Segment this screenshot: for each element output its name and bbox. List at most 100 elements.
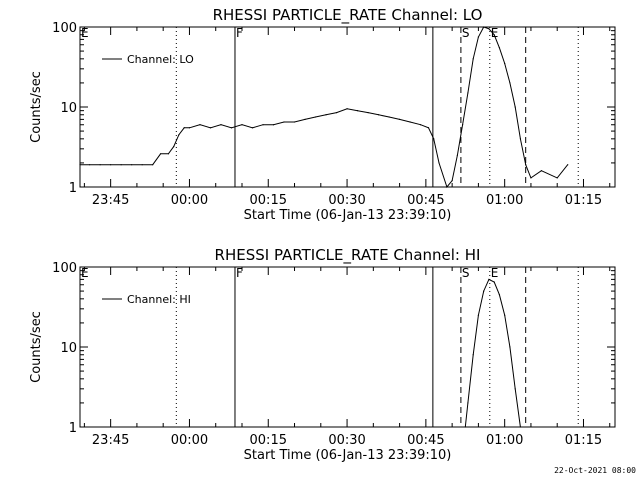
data-point <box>141 164 143 166</box>
x-axis-label: Start Time (06-Jan-13 23:39:10) <box>244 448 452 463</box>
series-line-0-0 <box>80 26 569 189</box>
y-tick-label: 100 <box>52 21 77 36</box>
data-point <box>420 124 422 126</box>
x-tick-label: 00:15 <box>250 433 287 448</box>
data-point <box>325 114 327 116</box>
data-point <box>464 426 466 428</box>
data-point <box>467 92 469 94</box>
data-point <box>477 314 480 316</box>
data-point <box>262 124 264 126</box>
x-tick-label: 01:15 <box>565 433 602 448</box>
x-tick-label: 00:30 <box>328 433 365 448</box>
data-point <box>493 281 495 283</box>
data-point <box>504 314 506 316</box>
data-point <box>120 164 122 166</box>
data-point <box>178 134 180 136</box>
data-point <box>477 36 480 38</box>
marker-label: E <box>491 266 499 280</box>
data-point <box>377 114 380 116</box>
data-point <box>367 112 369 114</box>
chart-title: RHESSI PARTICLE_RATE Channel: LO <box>213 6 483 25</box>
data-point <box>462 124 464 126</box>
data-point <box>567 164 569 166</box>
data-point <box>199 124 201 126</box>
marker-label: E <box>81 266 89 280</box>
data-point <box>488 278 490 280</box>
x-tick-label: 01:00 <box>486 433 523 448</box>
y-axis-label: Counts/sec <box>29 71 44 143</box>
data-point <box>159 153 162 155</box>
data-point <box>456 154 458 156</box>
data-point <box>209 127 212 129</box>
panel-1: RHESSI PARTICLE_RATE Channel: HI 1 10 100 23… <box>29 246 616 463</box>
data-point <box>540 170 543 172</box>
data-point <box>519 426 522 428</box>
y-tick-label: 10 <box>60 101 77 116</box>
data-point <box>488 28 490 30</box>
legend-entry: Channel: HI <box>127 293 191 306</box>
chart-title: RHESSI PARTICLE_RATE Channel: HI <box>215 246 481 265</box>
data-point <box>251 127 254 129</box>
y-tick-label: 10 <box>60 341 77 356</box>
data-point <box>530 177 532 179</box>
data-point <box>525 164 527 166</box>
data-point <box>173 145 175 148</box>
data-point <box>433 138 435 140</box>
y-tick-label: 1 <box>69 181 77 196</box>
marker-label: F <box>236 266 243 280</box>
data-point <box>451 180 453 182</box>
data-point <box>241 124 243 126</box>
data-point <box>446 186 448 188</box>
data-point <box>167 153 170 155</box>
data-point <box>293 121 296 123</box>
data-point <box>79 164 81 166</box>
data-point <box>398 118 401 120</box>
x-tick-label: 01:15 <box>565 193 602 208</box>
x-tick-label: 01:00 <box>486 193 523 208</box>
data-point <box>498 47 501 49</box>
data-point <box>472 354 474 356</box>
data-point <box>388 116 390 118</box>
data-point <box>493 34 495 36</box>
data-point <box>188 127 191 129</box>
plot-frame <box>79 266 616 428</box>
y-axis-label: Counts/sec <box>29 311 44 383</box>
data-point <box>472 58 474 60</box>
data-point <box>483 290 485 292</box>
data-point <box>314 116 317 118</box>
data-point <box>519 138 522 140</box>
marker-label: E <box>491 26 499 40</box>
data-point <box>409 121 411 123</box>
x-tick-label: 23:45 <box>92 433 129 448</box>
data-point <box>230 127 233 129</box>
data-point <box>509 82 511 84</box>
data-point <box>283 121 285 123</box>
data-point <box>514 106 516 108</box>
y-tick-label: 100 <box>52 261 77 276</box>
x-tick-label: 23:45 <box>92 193 129 208</box>
x-tick-label: 00:30 <box>328 193 365 208</box>
data-point <box>556 177 558 179</box>
data-point <box>498 294 501 296</box>
marker-label: F <box>236 26 243 40</box>
data-point <box>220 124 222 126</box>
marker-label: S <box>462 266 470 280</box>
plot-frame <box>79 26 616 188</box>
data-point <box>346 108 348 110</box>
data-point <box>110 164 112 166</box>
x-axis-label: Start Time (06-Jan-13 23:39:10) <box>244 208 452 223</box>
series-line-1-0 <box>464 278 521 428</box>
x-tick-label: 00:45 <box>407 193 444 208</box>
data-point <box>356 110 359 112</box>
data-point <box>467 402 469 404</box>
data-point <box>99 164 101 166</box>
panel-0: RHESSI PARTICLE_RATE Channel: LO 1 10 100 23… <box>29 6 616 223</box>
data-point <box>438 162 440 164</box>
data-point <box>509 346 511 348</box>
data-point <box>483 26 485 28</box>
data-point <box>514 388 516 390</box>
data-point <box>183 127 185 129</box>
y-tick-label: 1 <box>69 421 77 436</box>
